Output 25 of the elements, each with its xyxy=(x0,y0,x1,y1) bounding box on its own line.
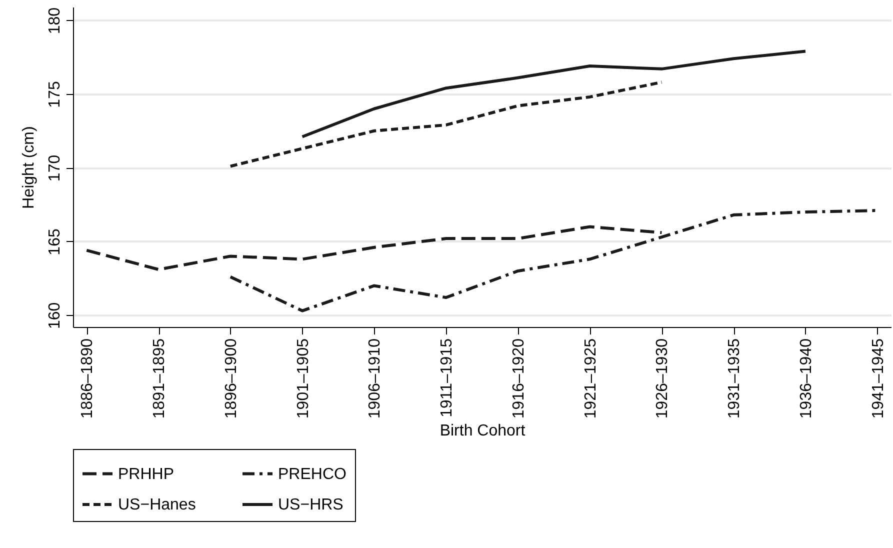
y-tick-label: 175 xyxy=(46,81,64,108)
x-tick-label: 1916–1920 xyxy=(510,338,528,419)
x-tick-label: 1921–1925 xyxy=(582,338,600,419)
legend-label: US−Hanes xyxy=(118,496,196,514)
x-tick-label: 1911–1915 xyxy=(438,338,456,418)
y-tick-label: 180 xyxy=(46,7,64,34)
x-tick-label: 1936–1940 xyxy=(798,338,815,419)
legend-label: PREHCO xyxy=(278,466,346,483)
x-tick-label: 1926–1930 xyxy=(654,338,672,419)
x-tick-label: 1931–1935 xyxy=(726,338,744,419)
x-tick-label: 1886–1890 xyxy=(79,338,96,419)
x-tick-label: 1896–1900 xyxy=(222,338,240,419)
x-tick-label: 1891–1895 xyxy=(151,338,168,419)
x-tick-label: 1901–1905 xyxy=(294,338,312,419)
x-axis-title: Birth Cohort xyxy=(440,422,526,440)
x-tick-label: 1906–1910 xyxy=(366,338,384,419)
y-axis-title: Height (cm) xyxy=(20,126,38,209)
y-tick-label: 170 xyxy=(46,154,64,182)
y-tick-label: 160 xyxy=(46,302,64,330)
line-series xyxy=(300,50,807,138)
line-series xyxy=(228,80,664,168)
y-tick-label: 165 xyxy=(46,228,64,256)
legend-label: US−HRS xyxy=(278,496,344,514)
x-tick-label: 1941–1945 xyxy=(870,338,887,419)
legend-label: PRHHP xyxy=(118,466,174,483)
